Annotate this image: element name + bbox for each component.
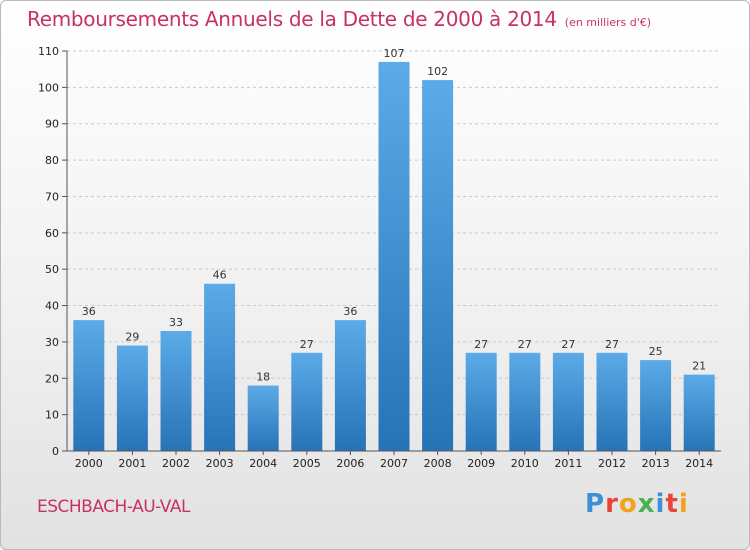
x-tick-label: 2002 <box>162 457 190 470</box>
x-tick-label: 2006 <box>336 457 364 470</box>
y-tick-label: 70 <box>45 190 59 203</box>
data-label: 107 <box>384 47 405 60</box>
y-tick-label: 60 <box>45 227 59 240</box>
bar <box>683 374 715 451</box>
x-tick-label: 2001 <box>118 457 146 470</box>
bar <box>640 360 672 451</box>
place-name: ESCHBACH-AU-VAL <box>37 497 190 517</box>
y-tick-label: 80 <box>45 154 59 167</box>
bars <box>73 61 715 452</box>
data-label: 27 <box>300 338 314 351</box>
axes: 0 10 20 30 40 50 60 70 80 90 100 110 2000 2001 2002 200… <box>38 45 721 470</box>
x-tick-label: 2007 <box>380 457 408 470</box>
y-tick-label: 50 <box>45 263 59 276</box>
data-label: 27 <box>474 338 488 351</box>
y-tick-label: 20 <box>45 372 59 385</box>
data-label: 36 <box>82 305 96 318</box>
bar <box>422 80 454 451</box>
bar <box>291 352 323 451</box>
data-label: 102 <box>427 65 448 78</box>
data-label: 27 <box>605 338 619 351</box>
bar <box>465 352 497 451</box>
data-label: 18 <box>256 371 270 384</box>
bar <box>160 331 192 451</box>
bar <box>334 320 366 451</box>
y-tick-label: 30 <box>45 336 59 349</box>
x-tick-label: 2008 <box>424 457 452 470</box>
y-tick-label: 110 <box>38 45 59 58</box>
y-tick-label: 10 <box>45 409 59 422</box>
bar <box>378 61 410 452</box>
chart-subtitle: (en milliers d'€) <box>564 16 652 29</box>
data-label: 46 <box>213 269 227 282</box>
x-tick-label: 2004 <box>249 457 277 470</box>
data-label: 33 <box>169 316 183 329</box>
data-label: 27 <box>518 338 532 351</box>
data-label: 27 <box>561 338 575 351</box>
bar <box>247 385 279 451</box>
data-label: 21 <box>692 360 706 373</box>
bar <box>552 352 584 451</box>
chart-title: Remboursements Annuels de la Dette de 20… <box>27 7 651 31</box>
bar <box>596 352 628 451</box>
data-label: 29 <box>125 331 139 344</box>
x-tick-label: 2009 <box>467 457 495 470</box>
logo-letter: r <box>605 489 619 519</box>
x-tick-label: 2003 <box>206 457 234 470</box>
logo-letter: t <box>665 489 679 519</box>
y-tick-label: 100 <box>38 81 59 94</box>
x-tick-label: 2013 <box>642 457 670 470</box>
bar <box>116 345 148 451</box>
x-tick-label: 2000 <box>75 457 103 470</box>
bar <box>204 283 236 451</box>
logo-letter: i <box>678 489 689 519</box>
y-tick-label: 90 <box>45 118 59 131</box>
labels: 36 29 33 46 18 27 36 107 102 27 27 27 27 25 21 <box>82 47 706 384</box>
x-tick-label: 2014 <box>685 457 713 470</box>
chart-title-text: Remboursements Annuels de la Dette de 20… <box>27 7 557 31</box>
data-label: 36 <box>343 305 357 318</box>
logo-letter: i <box>655 489 666 519</box>
logo-letter: o <box>618 489 638 519</box>
x-tick-label: 2011 <box>554 457 582 470</box>
x-tick-label: 2005 <box>293 457 321 470</box>
data-label: 25 <box>649 345 663 358</box>
logo-letter: P <box>585 489 606 519</box>
x-tick-label: 2010 <box>511 457 539 470</box>
logo-letter: x <box>637 489 656 519</box>
x-tick-label: 2012 <box>598 457 626 470</box>
proxiti-logo: Proxiti <box>585 489 689 519</box>
y-tick-label: 0 <box>52 445 59 458</box>
bar <box>509 352 541 451</box>
y-tick-label: 40 <box>45 300 59 313</box>
bar <box>73 320 105 451</box>
